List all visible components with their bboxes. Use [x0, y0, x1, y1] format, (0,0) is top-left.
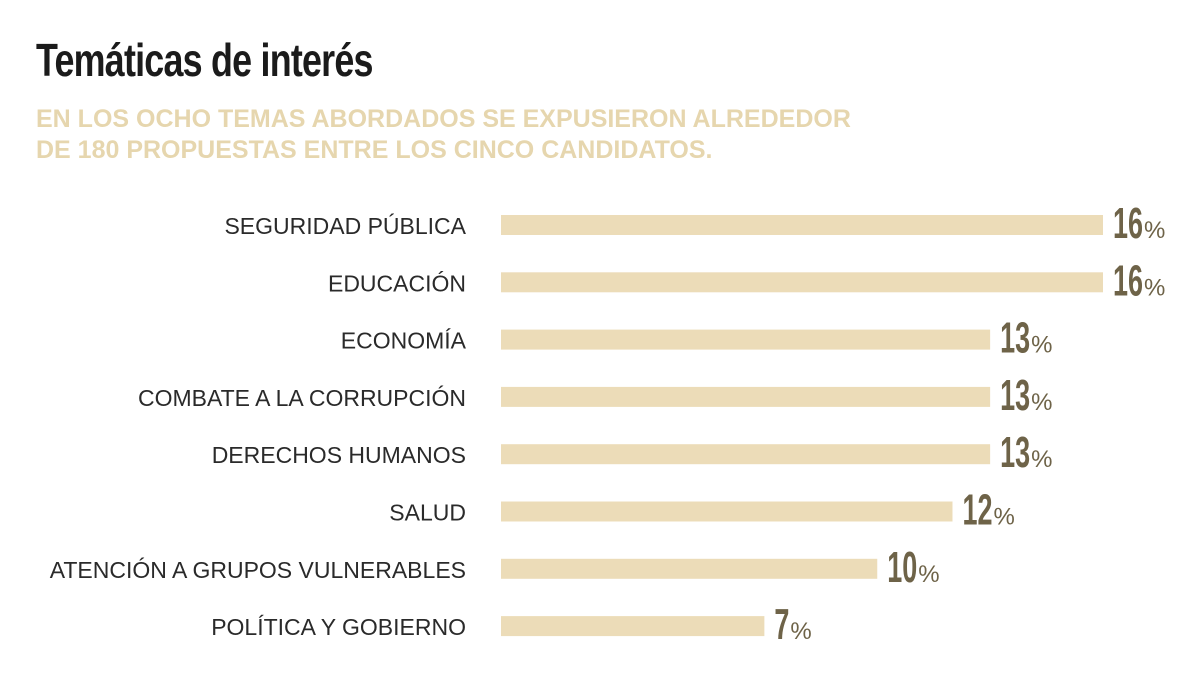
value-label: 16%: [1113, 199, 1165, 248]
value-number: 13: [1000, 371, 1030, 420]
percent-sign: %: [790, 618, 811, 645]
percent-sign: %: [918, 561, 939, 588]
value-label: 16%: [1113, 256, 1165, 305]
bar: [501, 444, 991, 465]
percent-sign: %: [1031, 332, 1052, 359]
value-label: 13%: [1000, 314, 1052, 363]
value-number: 13: [1000, 314, 1030, 363]
bar-row: EDUCACIÓN 16%: [328, 256, 1165, 305]
bar: [501, 558, 878, 579]
chart-subtitle: EN LOS OCHO TEMAS ABORDADOS SE EXPUSIERO…: [36, 104, 851, 166]
bar: [501, 501, 953, 522]
value-label: 13%: [1000, 371, 1052, 420]
bar-row: COMBATE A LA CORRUPCIÓN 13%: [138, 371, 1053, 420]
percent-sign: %: [1144, 274, 1165, 301]
bar: [501, 386, 991, 407]
category-label: ECONOMÍA: [341, 328, 467, 354]
value-number: 7: [774, 600, 789, 649]
bar-row: POLÍTICA Y GOBIERNO 7%: [211, 600, 812, 649]
value-label: 13%: [1000, 428, 1052, 477]
category-label: EDUCACIÓN: [328, 270, 466, 296]
bar-row: SALUD 12%: [389, 486, 1015, 535]
bar: [501, 329, 991, 350]
value-number: 10: [887, 543, 917, 592]
percent-sign: %: [1031, 446, 1052, 473]
value-number: 13: [1000, 428, 1030, 477]
category-label: COMBATE A LA CORRUPCIÓN: [138, 385, 466, 411]
bar-row: ECONOMÍA 13%: [341, 314, 1053, 363]
category-label: POLÍTICA Y GOBIERNO: [211, 614, 466, 640]
bar-row: SEGURIDAD PÚBLICA 16%: [224, 199, 1165, 248]
percent-sign: %: [1144, 217, 1165, 244]
category-label: SEGURIDAD PÚBLICA: [224, 213, 466, 239]
category-label: SALUD: [389, 500, 466, 526]
subtitle-line-2: DE 180 PROPUESTAS ENTRE LOS CINCO CANDID…: [36, 136, 713, 164]
bar: [501, 272, 1103, 293]
bar: [501, 616, 765, 637]
value-number: 12: [963, 486, 993, 535]
category-label: DERECHOS HUMANOS: [212, 442, 466, 468]
category-label: ATENCIÓN A GRUPOS VULNERABLES: [50, 557, 466, 583]
percent-sign: %: [994, 504, 1015, 531]
subtitle-line-1: EN LOS OCHO TEMAS ABORDADOS SE EXPUSIERO…: [36, 105, 851, 133]
bar-row: ATENCIÓN A GRUPOS VULNERABLES 10%: [50, 543, 940, 592]
value-label: 10%: [887, 543, 939, 592]
bar-row: DERECHOS HUMANOS 13%: [212, 428, 1053, 477]
bar: [501, 215, 1103, 235]
value-label: 12%: [963, 486, 1015, 535]
value-label: 7%: [774, 600, 811, 649]
percent-sign: %: [1031, 389, 1052, 416]
value-number: 16: [1113, 256, 1143, 305]
chart-title: Temáticas de interés: [36, 34, 374, 86]
value-number: 16: [1113, 199, 1143, 248]
